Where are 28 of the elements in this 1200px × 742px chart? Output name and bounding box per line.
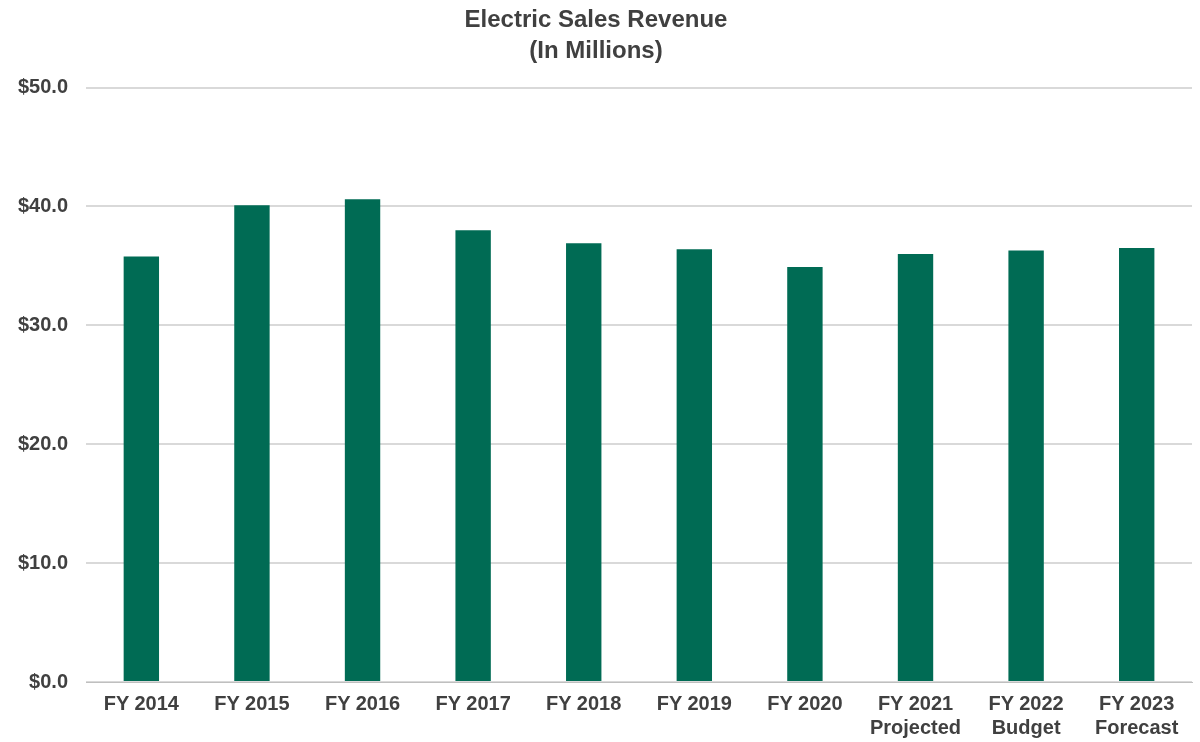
bar [234,205,270,681]
bar [1008,250,1044,681]
y-tick-label: $0.0 [29,669,69,692]
x-tick-label: FY 2022 Budget [988,691,1064,738]
x-tick-label: FY 2019 [656,691,732,714]
y-tick-label: $50.0 [17,75,69,98]
bar [676,249,713,681]
bar [897,254,934,681]
x-tick-label: FY 2023 Forecast [1095,691,1179,738]
x-tick-label: FY 2016 [324,691,401,714]
bar [566,243,602,681]
bar [1119,248,1155,681]
bar [344,199,381,681]
chart-title: Electric Sales Revenue [464,5,728,33]
x-tick-label: FY 2017 [435,691,511,714]
y-tick-label: $30.0 [17,312,69,335]
bar [787,267,823,681]
chart-subtitle: (In Millions) [529,35,663,63]
y-tick-label: $10.0 [17,550,69,573]
x-tick-label: FY 2018 [546,691,622,714]
x-tick-label: FY 2014 [103,691,180,714]
bar [455,230,491,681]
y-tick-label: $40.0 [17,194,69,216]
x-tick-label: FY 2015 [214,691,290,714]
y-tick-label: $20.0 [17,431,69,454]
x-tick-label: FY 2021 Projected [869,691,962,738]
bar [123,256,160,681]
x-tick-label: FY 2020 [767,691,843,714]
